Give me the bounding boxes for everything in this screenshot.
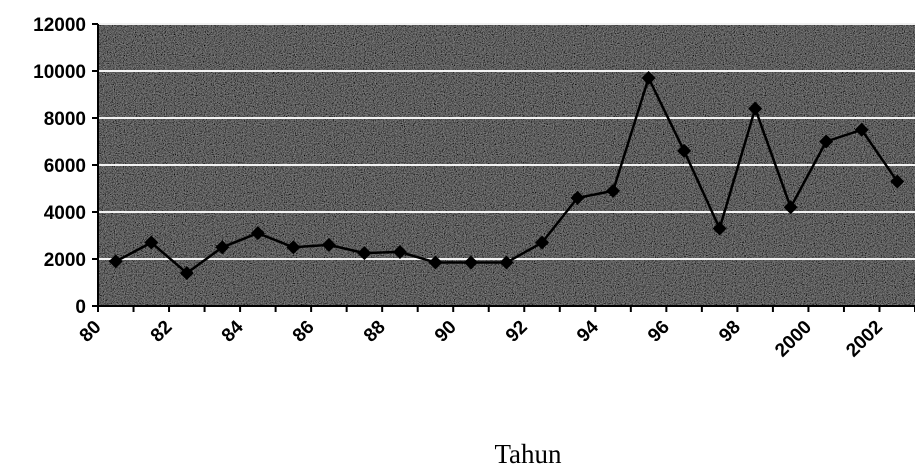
x-axis-ticks: 80 82 84 86 88 90 92 94 96 98 2000 2002 <box>76 306 915 361</box>
x-tick-label: 92 <box>502 317 532 347</box>
data-point-marker <box>428 255 443 270</box>
x-tick-label: 2002 <box>842 317 887 362</box>
data-point-marker <box>392 244 407 259</box>
x-axis-title: Tahun <box>494 439 562 468</box>
data-point-marker <box>215 240 230 255</box>
data-point-marker <box>250 226 265 241</box>
data-point-marker <box>890 174 905 189</box>
y-axis-ticks: 0 2000 4000 6000 8000 10000 12000 <box>33 15 98 318</box>
data-point-marker <box>854 122 869 137</box>
gridlines <box>98 23 915 260</box>
data-point-marker <box>321 237 336 252</box>
y-tick-label: 8000 <box>44 109 86 130</box>
data-point-marker <box>606 183 621 198</box>
y-tick-label: 10000 <box>33 62 86 83</box>
y-tick-label: 2000 <box>44 250 86 271</box>
data-point-marker <box>677 143 692 158</box>
data-point-marker <box>286 240 301 255</box>
y-tick-label: 6000 <box>44 156 86 177</box>
x-tick-label: 82 <box>147 317 177 347</box>
x-tick-label: 80 <box>76 317 106 347</box>
data-point-marker <box>712 221 727 236</box>
x-tick-label: 2000 <box>771 317 816 362</box>
data-point-marker <box>108 254 123 269</box>
data-point-marker <box>819 134 834 149</box>
data-point-marker <box>357 246 372 261</box>
data-point-marker <box>783 200 798 215</box>
data-series <box>108 71 905 281</box>
x-tick-label: 94 <box>573 316 603 346</box>
x-tick-label: 98 <box>715 317 745 347</box>
data-point-marker <box>463 255 478 270</box>
data-point-marker <box>179 266 194 281</box>
data-point-marker <box>499 255 514 270</box>
x-tick-label: 88 <box>360 317 390 347</box>
y-tick-label: 0 <box>75 297 86 318</box>
y-tick-label: 4000 <box>44 203 86 224</box>
data-point-marker <box>748 101 763 116</box>
data-point-marker <box>641 71 656 86</box>
x-tick-label: 86 <box>289 317 319 347</box>
x-tick-label: 90 <box>431 317 461 347</box>
data-point-marker <box>144 235 159 250</box>
x-tick-label: 96 <box>644 317 674 347</box>
data-point-marker <box>570 190 585 205</box>
x-tick-label: 84 <box>218 316 248 346</box>
y-tick-label: 12000 <box>33 15 86 36</box>
data-point-marker <box>535 235 550 250</box>
